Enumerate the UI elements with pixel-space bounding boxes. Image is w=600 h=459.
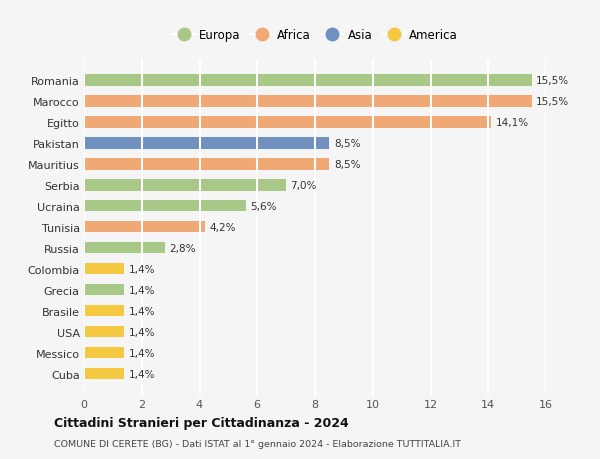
Bar <box>84 347 124 358</box>
Bar <box>84 221 205 233</box>
Bar <box>84 138 329 149</box>
Legend: Europa, Africa, Asia, America: Europa, Africa, Asia, America <box>172 29 458 42</box>
Text: 8,5%: 8,5% <box>334 139 360 148</box>
Text: 2,8%: 2,8% <box>169 243 196 253</box>
Text: 15,5%: 15,5% <box>536 96 569 106</box>
Bar <box>84 305 124 317</box>
Text: 5,6%: 5,6% <box>250 202 277 211</box>
Text: 1,4%: 1,4% <box>129 306 155 316</box>
Text: 14,1%: 14,1% <box>496 118 529 128</box>
Text: 1,4%: 1,4% <box>129 327 155 337</box>
Text: 8,5%: 8,5% <box>334 159 360 169</box>
Text: COMUNE DI CERETE (BG) - Dati ISTAT al 1° gennaio 2024 - Elaborazione TUTTITALIA.: COMUNE DI CERETE (BG) - Dati ISTAT al 1°… <box>54 439 461 448</box>
Bar <box>84 117 491 128</box>
Text: 1,4%: 1,4% <box>129 285 155 295</box>
Text: Cittadini Stranieri per Cittadinanza - 2024: Cittadini Stranieri per Cittadinanza - 2… <box>54 416 349 429</box>
Text: 1,4%: 1,4% <box>129 369 155 379</box>
Bar <box>84 368 124 380</box>
Bar <box>84 326 124 338</box>
Text: 1,4%: 1,4% <box>129 264 155 274</box>
Text: 7,0%: 7,0% <box>290 180 317 190</box>
Text: 15,5%: 15,5% <box>536 76 569 86</box>
Text: 4,2%: 4,2% <box>209 222 236 232</box>
Bar <box>84 263 124 275</box>
Bar <box>84 201 246 212</box>
Bar <box>84 284 124 296</box>
Bar <box>84 96 532 107</box>
Bar <box>84 242 165 254</box>
Bar <box>84 179 286 191</box>
Text: 1,4%: 1,4% <box>129 348 155 358</box>
Bar <box>84 159 329 170</box>
Bar <box>84 75 532 86</box>
